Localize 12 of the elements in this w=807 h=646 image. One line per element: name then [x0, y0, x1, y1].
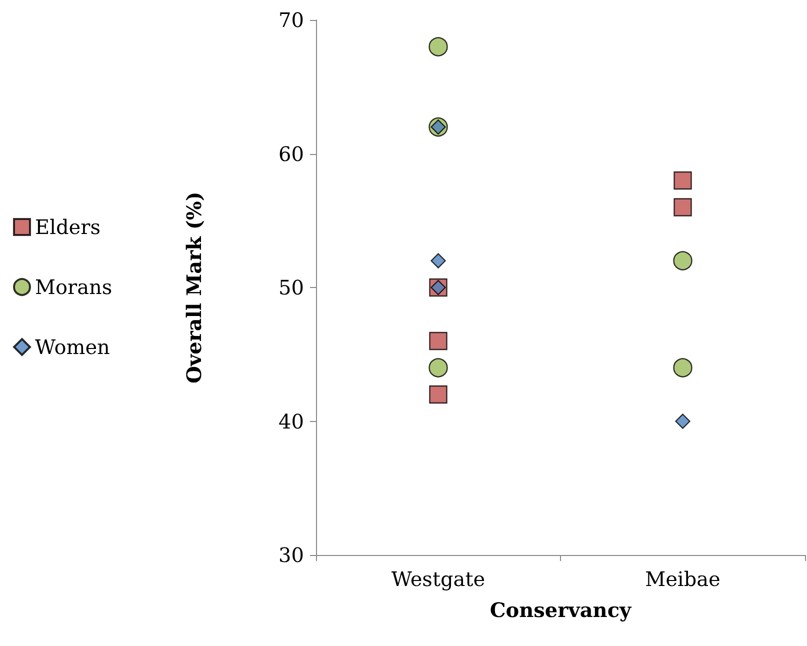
legend-label: Elders — [35, 215, 100, 239]
y-tick-label: 40 — [278, 409, 304, 434]
y-axis-title: Overall Mark (%) — [182, 192, 206, 384]
legend-label: Morans — [35, 275, 112, 299]
y-tick-label: 60 — [278, 142, 304, 166]
legend-label: Women — [35, 335, 110, 359]
y-tick-label: 50 — [278, 276, 304, 300]
x-tick-label: Meibae — [645, 567, 720, 591]
y-tick-label: 30 — [278, 543, 304, 567]
y-tick-label: 70 — [278, 8, 304, 32]
x-axis-title: Conservancy — [490, 598, 632, 622]
x-tick-label: Westgate — [391, 567, 486, 591]
